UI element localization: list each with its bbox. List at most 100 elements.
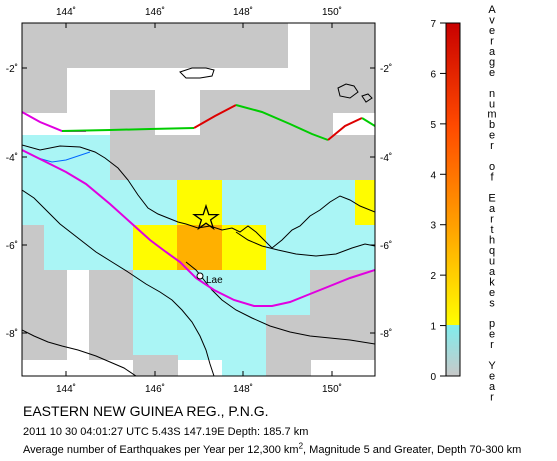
lat-tick-label-left: -4˚ xyxy=(6,152,18,164)
grid-cell xyxy=(222,355,267,376)
colorbar-tick-label: 5 xyxy=(430,120,436,131)
colorbar-title-char: u xyxy=(489,255,495,267)
grid-cell xyxy=(355,68,375,113)
colorbar-title-char: n xyxy=(489,88,495,100)
colorbar-title-char: e xyxy=(489,371,495,383)
grid-cell xyxy=(266,270,311,315)
colorbar-title-char: a xyxy=(489,46,496,58)
plate-boundaries xyxy=(22,104,375,307)
grid-cell xyxy=(44,225,89,270)
lat-tick-label-right: -4˚ xyxy=(380,152,392,164)
grid-cell xyxy=(155,135,200,180)
colorbar-title-char: e xyxy=(489,329,495,341)
lon-tick-label-bottom: 146˚ xyxy=(145,383,165,395)
grid-cell xyxy=(155,23,200,68)
grid-cell xyxy=(22,270,67,315)
grid-cell xyxy=(310,180,355,225)
lat-tick-label-right: -6˚ xyxy=(380,240,392,252)
grid-cell xyxy=(355,225,375,270)
grid-cell xyxy=(355,23,375,68)
plate-boundary-green-a xyxy=(61,127,195,132)
grid-cell xyxy=(200,23,245,68)
grid-cell xyxy=(266,355,311,376)
star-icon xyxy=(192,203,220,231)
grid-cell xyxy=(310,225,355,270)
grid-cell xyxy=(22,135,67,180)
grid-cell xyxy=(222,315,267,360)
grid-cell xyxy=(177,315,222,360)
colorbar-title-char: a xyxy=(489,203,496,215)
coastlines xyxy=(22,67,375,376)
colorbar-tick-label: 4 xyxy=(430,170,436,181)
colorbar-title-char: r xyxy=(490,392,494,404)
colorbar-tick-label: 7 xyxy=(430,19,436,30)
map-description: Average number of Earthquakes per Year p… xyxy=(23,442,522,456)
grid-cell xyxy=(222,180,267,225)
colorbar-high-band xyxy=(446,23,460,325)
colorbar-title-char: e xyxy=(489,130,495,142)
grid-cell xyxy=(310,315,355,360)
colorbar-title-char: E xyxy=(488,193,495,205)
grid-cell xyxy=(266,180,311,225)
trench-line-south xyxy=(22,149,375,307)
plate-boundary-red-a xyxy=(193,104,237,129)
grid-cell xyxy=(333,135,375,180)
colorbar-title-char: e xyxy=(489,67,495,79)
lat-tick-label-right: -2˚ xyxy=(380,63,392,75)
colorbar-tick-label: 1 xyxy=(430,322,436,333)
grid-cell xyxy=(22,315,67,360)
city-label: Lae xyxy=(206,275,223,286)
colorbar-tick-label: 3 xyxy=(430,221,436,232)
grid-cell xyxy=(110,135,155,180)
island-small xyxy=(361,93,373,103)
colorbar-tick-label: 0 xyxy=(430,372,436,383)
grid-cell xyxy=(133,315,178,360)
colorbar-title-char: e xyxy=(489,25,495,37)
grid-cell xyxy=(310,23,355,68)
grid-cell xyxy=(266,315,311,360)
grid-cell xyxy=(89,225,134,270)
lon-tick-label-top: 148˚ xyxy=(233,6,253,18)
colorbar-frame xyxy=(445,22,461,377)
event-info: 2011 10 30 04:01:27 UTC 5.43S 147.19E De… xyxy=(23,426,309,438)
description-text-a: Average number of Earthquakes per Year p… xyxy=(23,444,299,456)
grid-cell xyxy=(133,355,178,376)
colorbar-title-char: a xyxy=(489,266,496,278)
lat-tick-label-left: -6˚ xyxy=(6,240,18,252)
island-north xyxy=(179,67,215,79)
plate-boundary-red-b xyxy=(327,117,363,141)
grid-cell xyxy=(155,180,177,225)
new-guinea-coastline xyxy=(22,144,375,249)
lon-tick-label-bottom: 148˚ xyxy=(233,383,253,395)
gulf-coastline xyxy=(185,261,375,345)
lat-tick-label-left: -2˚ xyxy=(6,63,18,75)
grid-cell xyxy=(243,135,288,180)
colorbar-title-char: f xyxy=(490,172,494,184)
colorbar-title-char: p xyxy=(489,318,495,330)
grid-cell xyxy=(222,225,267,270)
colorbar-title-char: u xyxy=(489,98,495,110)
grid-cell xyxy=(133,270,178,315)
grid-cell xyxy=(243,23,288,68)
colorbar-title-char: h xyxy=(489,234,495,246)
colorbar-title-char: Y xyxy=(488,360,496,372)
colorbar-title-char: A xyxy=(488,4,496,16)
colorbar-title-char: q xyxy=(489,245,495,257)
seismicity-grid xyxy=(22,23,375,376)
colorbar-title-char: r xyxy=(490,213,494,225)
lon-tick-label-top: 146˚ xyxy=(145,6,165,18)
trench-line-north xyxy=(22,111,86,132)
description-text-b: , Magnitude 5 and Greater, Depth 70-300 … xyxy=(303,444,522,456)
colorbar-title-char: m xyxy=(487,109,496,121)
grid-cell xyxy=(310,270,355,315)
grid-cell xyxy=(288,135,333,180)
lon-tick-label-top: 150˚ xyxy=(322,6,342,18)
lon-tick-label-bottom: 150˚ xyxy=(322,383,342,395)
grid-cell xyxy=(310,68,355,113)
colorbar-title-char: b xyxy=(489,119,495,131)
grid-cell xyxy=(110,90,155,135)
grid-cell xyxy=(355,315,375,360)
colorbar-title-char: r xyxy=(490,339,494,351)
